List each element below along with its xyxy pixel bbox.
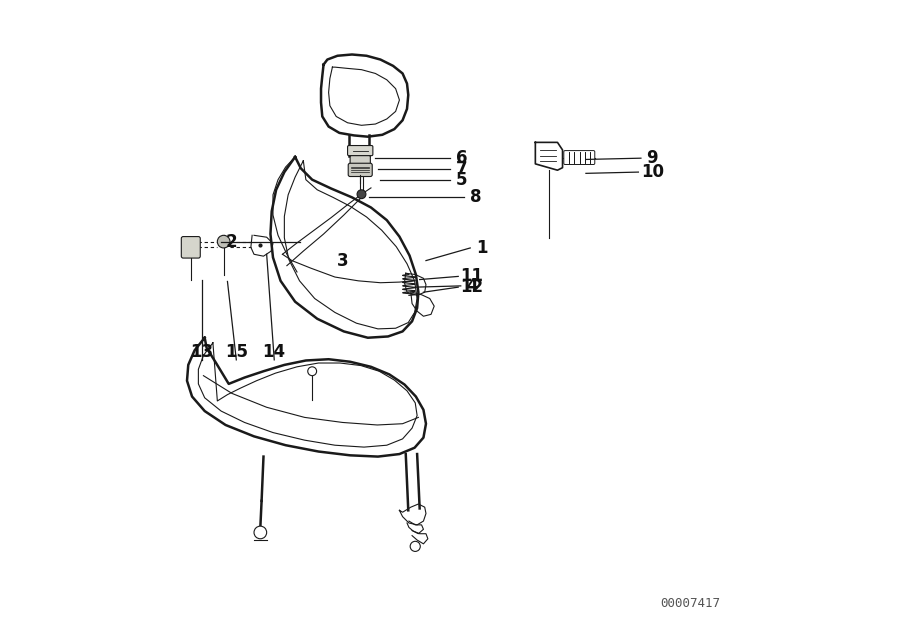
Circle shape (308, 367, 317, 376)
Circle shape (217, 236, 230, 248)
Circle shape (254, 526, 266, 538)
FancyBboxPatch shape (181, 237, 201, 258)
Text: 7: 7 (455, 160, 467, 178)
Text: 4: 4 (466, 277, 478, 295)
Text: 5: 5 (455, 171, 467, 189)
Text: 1: 1 (476, 239, 488, 257)
FancyBboxPatch shape (563, 150, 595, 164)
Text: 6: 6 (455, 149, 467, 167)
Text: 2: 2 (226, 232, 238, 251)
Text: 00007417: 00007417 (661, 597, 720, 610)
Text: 13: 13 (191, 344, 213, 361)
Text: 3: 3 (337, 251, 348, 270)
FancyBboxPatch shape (350, 156, 370, 164)
Circle shape (357, 190, 366, 199)
Text: 9: 9 (646, 149, 658, 167)
Text: 14: 14 (263, 344, 286, 361)
Text: 11: 11 (461, 267, 483, 285)
Text: 10: 10 (641, 163, 664, 181)
FancyBboxPatch shape (347, 145, 373, 156)
Text: 15: 15 (225, 344, 248, 361)
Text: 12: 12 (461, 278, 483, 296)
Circle shape (410, 541, 420, 551)
Text: 8: 8 (470, 189, 481, 206)
FancyBboxPatch shape (348, 163, 373, 177)
